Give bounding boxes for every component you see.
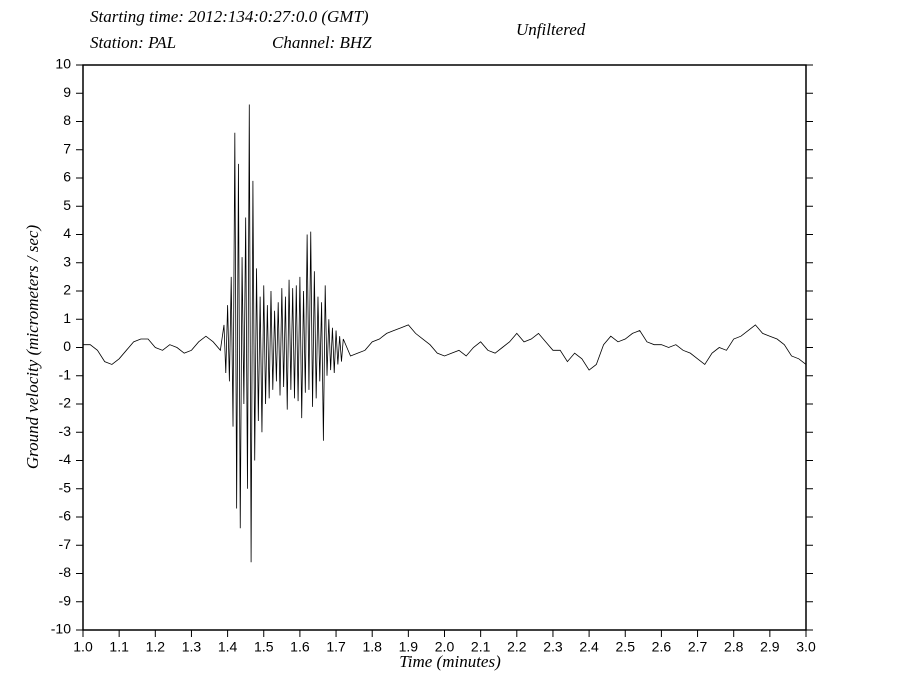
x-tick-label: 1.4 — [218, 639, 238, 655]
y-tick-label: 7 — [63, 140, 71, 156]
y-tick-label: -3 — [59, 423, 72, 439]
x-tick-label: 2.3 — [543, 639, 563, 655]
y-tick-label: -9 — [59, 592, 72, 608]
x-tick-label: 1.9 — [399, 639, 419, 655]
y-tick-label: -1 — [59, 366, 72, 382]
x-tick-label: 2.8 — [724, 639, 744, 655]
y-tick-label: -7 — [59, 536, 72, 552]
x-tick-label: 2.9 — [760, 639, 780, 655]
y-tick-label: 3 — [63, 253, 71, 269]
x-tick-label: 1.1 — [109, 639, 129, 655]
y-tick-label: 10 — [55, 56, 71, 72]
y-tick-label: 0 — [63, 338, 71, 354]
x-tick-label: 2.4 — [579, 639, 599, 655]
x-tick-label: 1.6 — [290, 639, 310, 655]
waveform — [83, 104, 807, 563]
x-tick-label: 1.7 — [326, 639, 346, 655]
chart-title: Starting time: 2012:134:0:27:0.0 (GMT) — [90, 7, 369, 26]
y-tick-label: -4 — [59, 451, 72, 467]
y-tick-label: 1 — [63, 310, 71, 326]
y-tick-label: -10 — [51, 621, 71, 637]
x-tick-label: 2.0 — [435, 639, 455, 655]
y-tick-label: 8 — [63, 112, 71, 128]
x-tick-label: 1.0 — [73, 639, 93, 655]
y-tick-label: -5 — [59, 479, 72, 495]
y-axis-label: Ground velocity (micrometers / sec) — [23, 225, 42, 470]
x-tick-label: 3.0 — [796, 639, 816, 655]
y-tick-label: 2 — [63, 282, 71, 298]
x-tick-label: 2.6 — [652, 639, 672, 655]
station-label: Station: PAL — [90, 33, 176, 52]
x-axis-label: Time (minutes) — [399, 652, 501, 671]
filter-label: Unfiltered — [516, 20, 586, 39]
x-tick-label: 1.5 — [254, 639, 274, 655]
y-tick-label: 6 — [63, 169, 71, 185]
x-tick-label: 1.2 — [146, 639, 166, 655]
y-tick-label: -8 — [59, 564, 72, 580]
channel-label: Channel: BHZ — [272, 33, 372, 52]
y-tick-label: 4 — [63, 225, 71, 241]
x-tick-label: 2.2 — [507, 639, 527, 655]
x-tick-label: 2.5 — [616, 639, 636, 655]
y-tick-label: -2 — [59, 395, 72, 411]
y-tick-label: 9 — [63, 84, 71, 100]
x-tick-label: 1.3 — [182, 639, 202, 655]
y-tick-label: 5 — [63, 197, 71, 213]
plot-frame — [82, 64, 807, 631]
x-tick-label: 2.7 — [688, 639, 708, 655]
x-tick-label: 2.1 — [471, 639, 491, 655]
x-tick-label: 1.8 — [362, 639, 382, 655]
y-tick-label: -6 — [59, 508, 72, 524]
